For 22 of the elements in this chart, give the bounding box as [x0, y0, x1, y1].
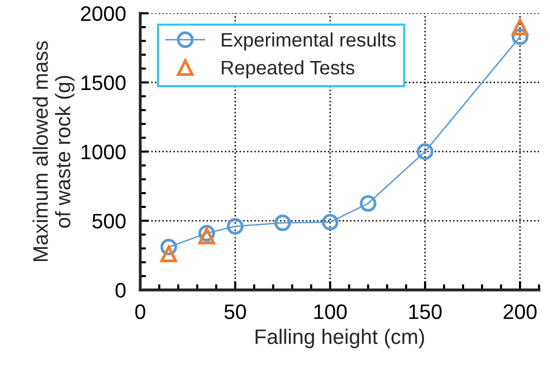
point	[512, 18, 528, 36]
point	[198, 228, 216, 244]
point	[226, 218, 244, 235]
x-tick-label: 0	[135, 304, 146, 320]
y-tick-label: 1000	[82, 144, 126, 160]
point	[322, 214, 338, 230]
x-tick-label: 200	[504, 304, 537, 320]
point	[160, 246, 178, 262]
point	[416, 143, 434, 160]
legend-label: Experimental results	[222, 32, 396, 51]
legend-label: Repeated Tests	[222, 60, 354, 78]
x-tick-label: 100	[314, 304, 347, 320]
point	[360, 195, 376, 212]
point	[274, 214, 291, 232]
x-axis-title: Falling height (cm)	[256, 328, 424, 348]
y-tick-label: 2000	[81, 6, 126, 22]
x-tick-label: 50	[224, 304, 246, 320]
x-tick-label: 150	[409, 304, 442, 320]
y-tick-label: 500	[92, 214, 126, 229]
y-tick-label: 0	[116, 282, 126, 298]
y-axis-title: Maximum allowed mass of waste rock (g)	[32, 41, 74, 262]
y-tick-label: 1500	[82, 75, 126, 90]
